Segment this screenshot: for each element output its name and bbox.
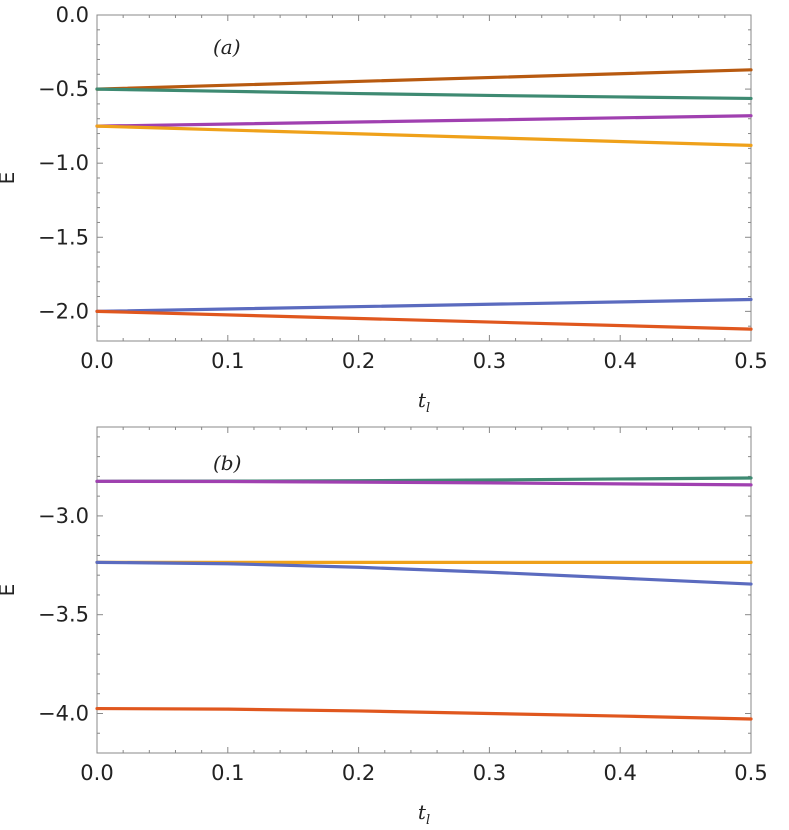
y-axis-title: E [0, 172, 19, 185]
series-line-2 [95, 87, 753, 101]
x-tick-label: 0.2 [342, 761, 375, 785]
x-tick-label: 0.0 [80, 761, 113, 785]
x-tick-label: 0.0 [80, 349, 113, 373]
y-tick-label: −4.0 [38, 701, 89, 725]
x-axis-title: tl [418, 800, 430, 828]
series-line-5 [95, 706, 753, 721]
panel-label: (b) [213, 451, 241, 475]
x-tick-label: 0.4 [603, 761, 636, 785]
series-line-2 [95, 479, 753, 487]
series-line-3 [95, 114, 753, 128]
panel-a: 0.0 0.1 0.2 0.3 0.4 0.5 0.0 −0.5 −1.0 −1.5 −2.0 tl E… [0, 3, 768, 416]
plot-frame [96, 426, 752, 754]
series-line-4 [95, 560, 753, 586]
x-tick-label: 0.1 [211, 761, 244, 785]
panel-b: 0.0 0.1 0.2 0.3 0.4 0.5 −3.0 −3.5 −4.0 tl E (b) [0, 426, 768, 828]
series-line-4 [95, 124, 753, 147]
x-tick-label: 0.5 [734, 349, 767, 373]
x-axis-title: tl [418, 388, 430, 416]
series-line-6 [95, 309, 753, 331]
x-tick-label: 0.3 [473, 349, 506, 373]
panel-label: (a) [213, 35, 241, 59]
x-tick-label: 0.2 [342, 349, 375, 373]
y-tick-label: −1.0 [38, 151, 89, 175]
y-tick-label: −3.0 [38, 504, 89, 528]
y-tick-label: 0.0 [56, 3, 89, 27]
plot-frame [96, 14, 752, 342]
series-line-5 [95, 297, 753, 313]
y-tick-label: −2.0 [38, 299, 89, 323]
y-axis-title: E [0, 584, 19, 597]
y-tick-label: −3.5 [38, 603, 89, 627]
y-tick-label: −1.5 [38, 225, 89, 249]
y-tick-label: −0.5 [38, 77, 89, 101]
x-tick-label: 0.3 [473, 761, 506, 785]
series-line-1 [95, 68, 753, 91]
x-tick-label: 0.1 [211, 349, 244, 373]
x-tick-label: 0.5 [734, 761, 767, 785]
x-tick-label: 0.4 [603, 349, 636, 373]
